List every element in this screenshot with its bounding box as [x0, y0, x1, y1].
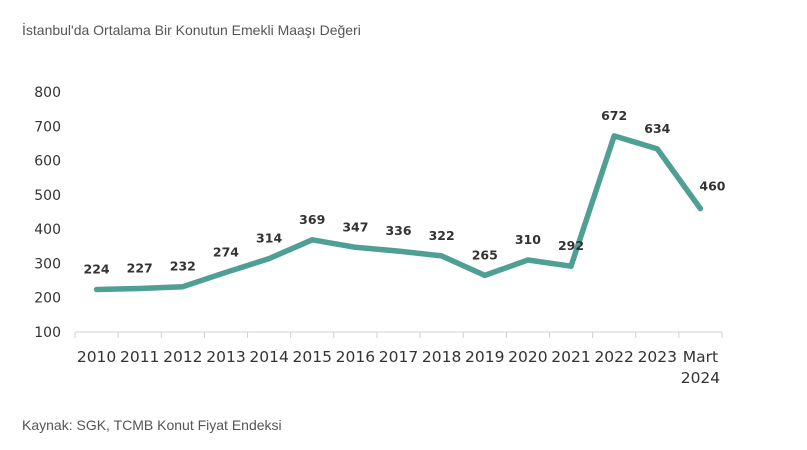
x-tick-label: 2018 — [422, 348, 461, 366]
data-point — [697, 206, 703, 212]
y-tick-label: 700 — [34, 119, 61, 135]
x-axis: 2010 2011 2012 2013 2014 2015 2016 2017 2018 2019… — [74, 331, 723, 387]
data-point — [180, 284, 186, 290]
series-layer — [93, 133, 704, 293]
x-tick-label: 2023 — [638, 348, 677, 366]
data-labels: 224 227 232 274 314 369 347 336 322 265 310 292 672 6… — [84, 108, 726, 277]
data-point — [223, 269, 229, 275]
data-label: 322 — [429, 228, 455, 243]
data-label: 672 — [601, 108, 627, 123]
data-point — [266, 256, 272, 262]
y-tick-label: 300 — [34, 256, 61, 272]
x-tick-label: 2013 — [206, 348, 245, 366]
data-label: 274 — [213, 244, 239, 259]
data-label: 336 — [385, 223, 411, 238]
data-point — [396, 248, 401, 254]
data-label: 314 — [256, 231, 282, 246]
y-tick-label: 600 — [34, 154, 61, 170]
data-label: 224 — [84, 261, 110, 276]
data-point — [568, 263, 574, 269]
data-point — [525, 257, 531, 263]
data-label: 460 — [699, 179, 725, 194]
x-tick-label: 2011 — [120, 348, 159, 366]
y-tick-label: 800 — [34, 85, 61, 101]
data-point — [654, 146, 660, 152]
source-note: Kaynak: SGK, TCMB Konut Fiyat Endeksi — [22, 417, 282, 433]
x-tick-label: 2010 — [77, 348, 116, 366]
data-label: 265 — [472, 247, 498, 262]
x-tick-label: 2016 — [336, 348, 375, 366]
data-label: 232 — [170, 259, 196, 274]
y-tick-label: 200 — [34, 291, 61, 307]
data-point — [137, 285, 143, 291]
data-label: 310 — [515, 232, 541, 247]
y-tick-label: 400 — [34, 222, 61, 238]
chart-title: İstanbul'da Ortalama Bir Konutun Emekli … — [22, 22, 361, 38]
data-point — [439, 253, 445, 259]
x-tick-label: 2017 — [379, 348, 418, 366]
y-axis: 100 200 300 400 500 600 700 800 — [34, 85, 61, 341]
x-tick-label: 2021 — [551, 348, 590, 366]
data-point — [94, 286, 100, 292]
x-tick-label: 2014 — [249, 348, 288, 366]
data-label: 347 — [342, 219, 368, 234]
data-label: 227 — [127, 260, 153, 275]
data-label: 292 — [558, 238, 584, 253]
data-label: 634 — [644, 121, 670, 136]
y-tick-label: 100 — [34, 325, 61, 341]
x-tick-label: Mart 2024 — [681, 348, 720, 387]
data-point — [352, 244, 358, 250]
x-tick-label: 2020 — [508, 348, 547, 366]
x-tick-label: 2015 — [293, 348, 332, 366]
data-label: 369 — [299, 212, 325, 227]
data-point — [611, 133, 617, 139]
y-tick-label: 500 — [34, 188, 61, 204]
data-point — [482, 272, 488, 278]
data-point — [309, 237, 315, 243]
x-tick-label: 2012 — [163, 348, 202, 366]
x-tick-label: 2019 — [465, 348, 504, 366]
x-tick-label: 2022 — [594, 348, 633, 366]
